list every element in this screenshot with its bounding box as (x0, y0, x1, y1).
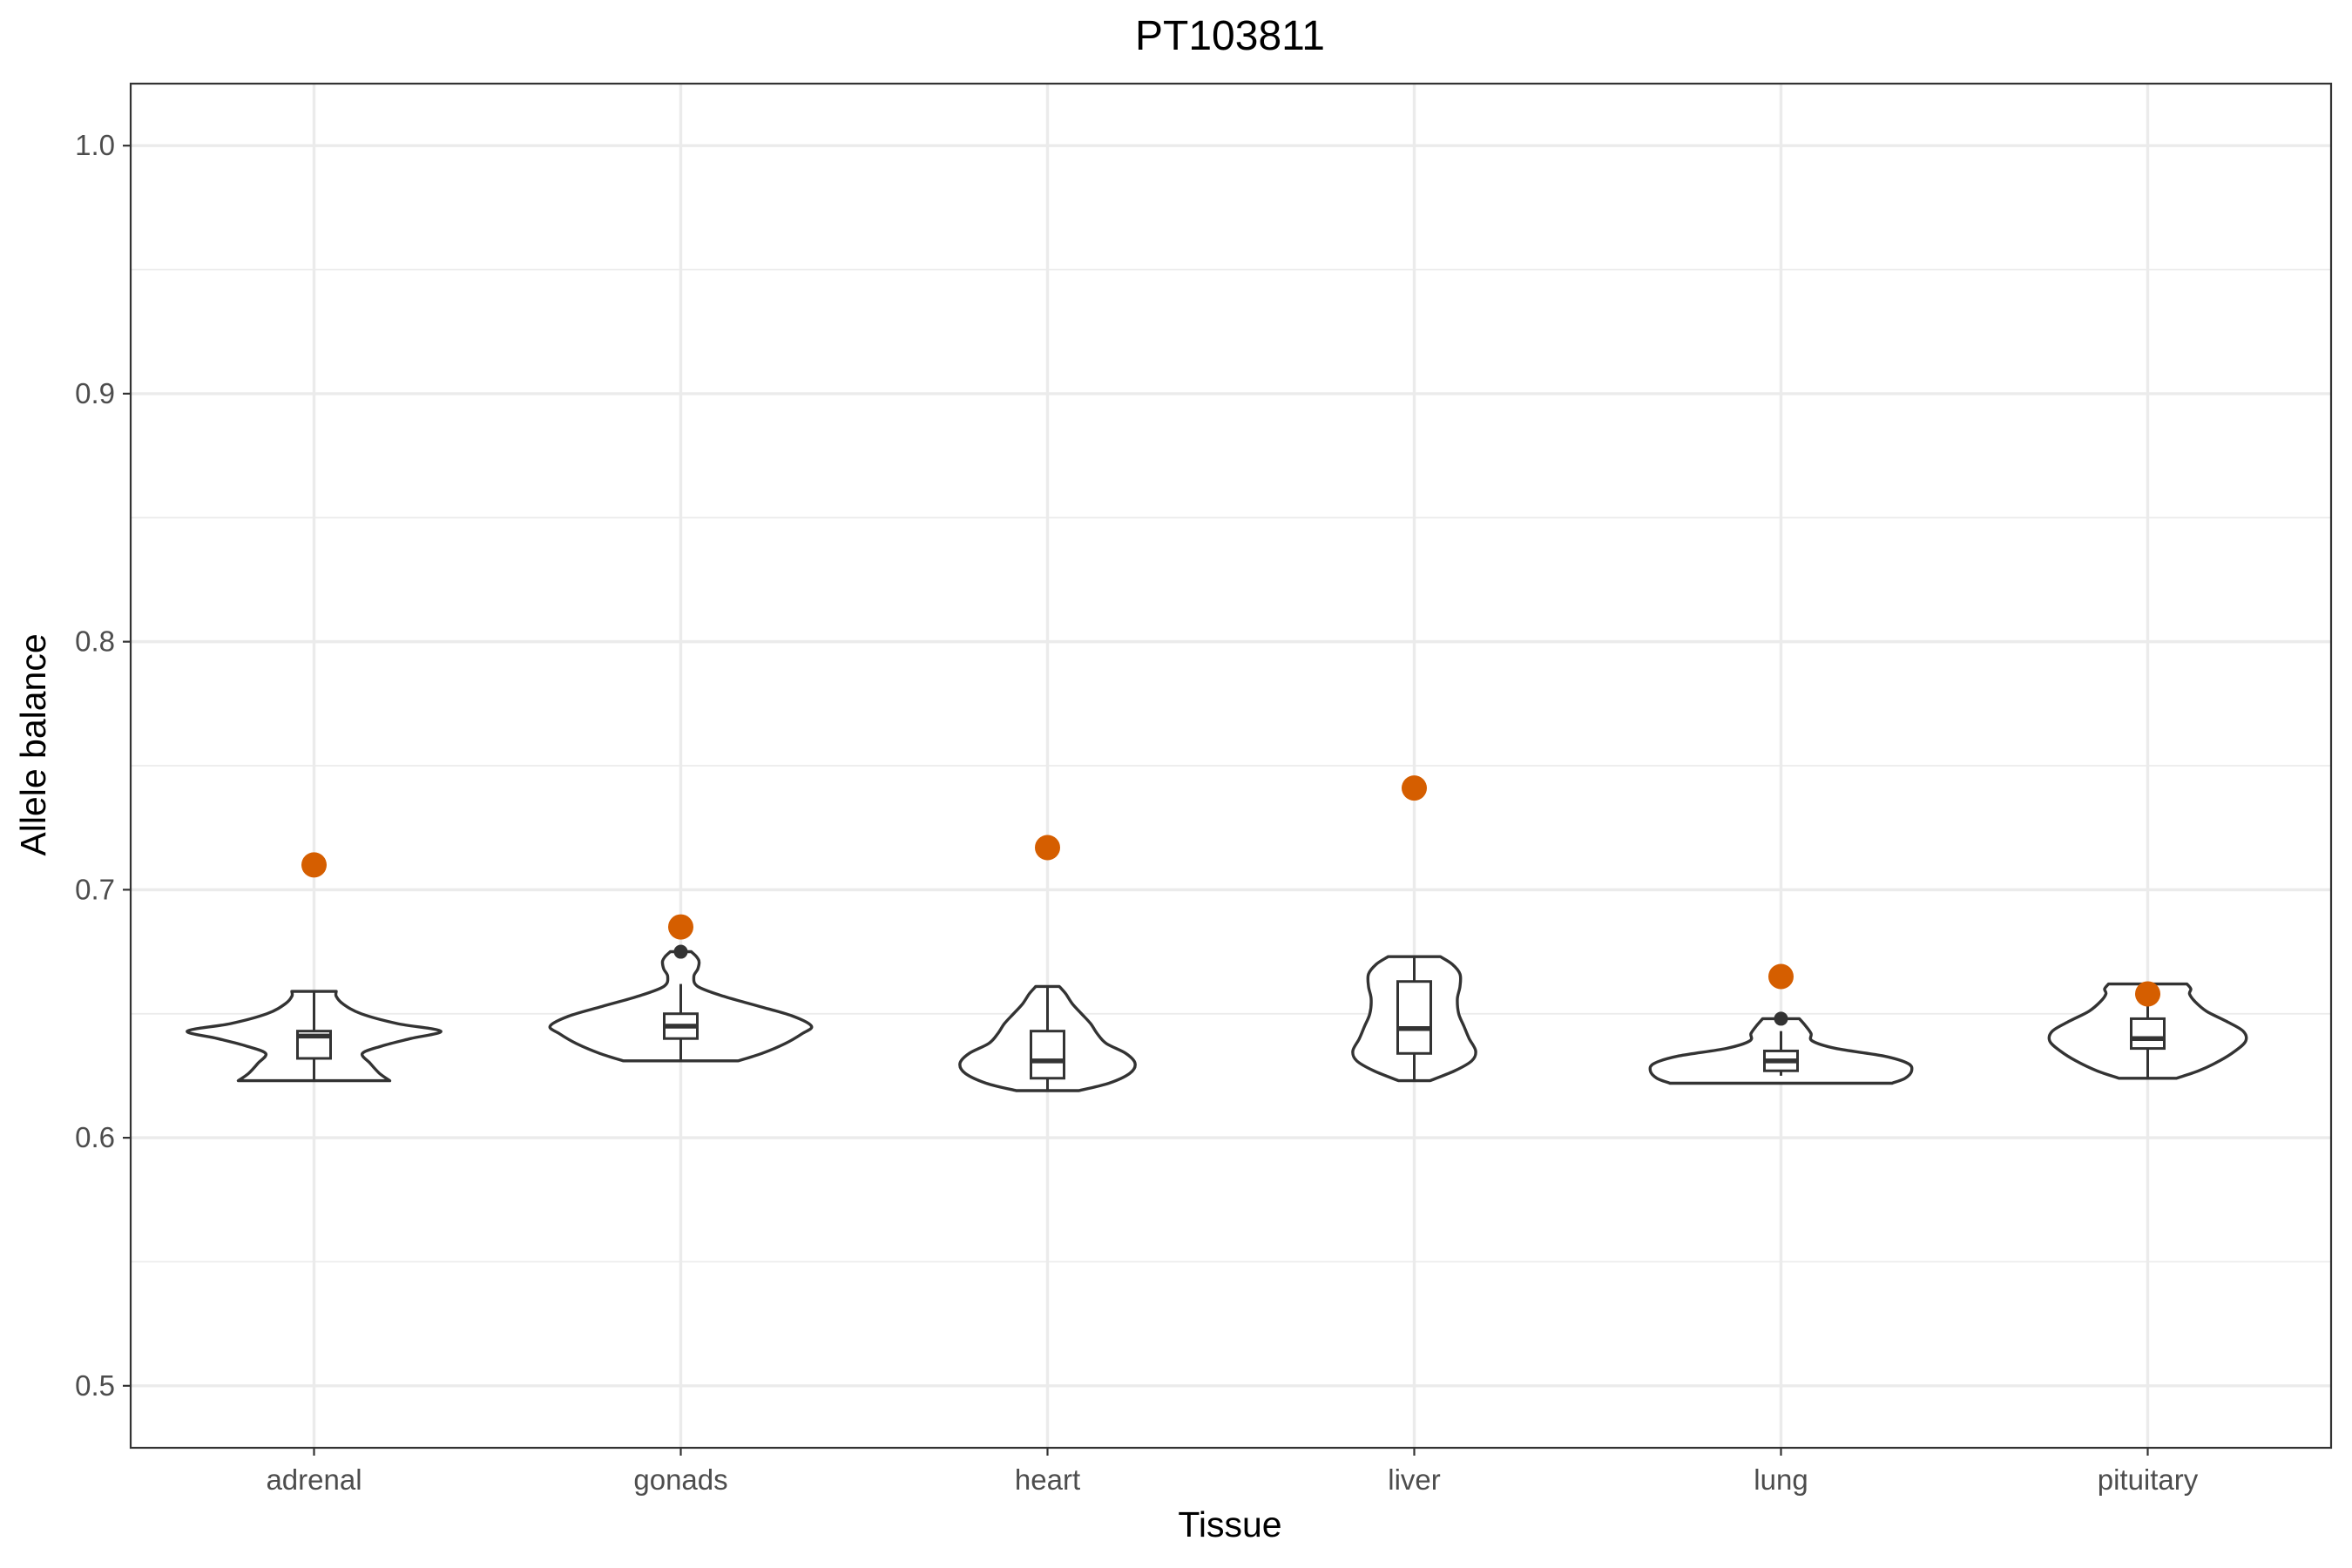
chart-title: PT103811 (1135, 13, 1325, 59)
y-tick-label: 0.9 (75, 377, 115, 409)
focal-point-liver (1402, 775, 1427, 801)
focal-point-gonads (668, 914, 693, 940)
box-heart (1030, 1030, 1065, 1080)
y-tick-label: 0.5 (75, 1369, 115, 1402)
y-axis-ticks: 0.5 0.6 0.7 0.8 0.9 1.0 (75, 129, 131, 1402)
panel-border (129, 82, 2333, 1450)
focal-points (301, 775, 2160, 1007)
outlier-lung (1774, 1011, 1788, 1026)
focal-point-pituitary (2135, 981, 2160, 1007)
y-tick-label: 0.8 (75, 625, 115, 658)
x-axis-title: Tissue (1178, 1504, 1281, 1544)
x-tick-label: lung (1754, 1463, 1808, 1496)
x-tick-label: liver (1388, 1463, 1441, 1496)
y-tick-label: 0.6 (75, 1121, 115, 1153)
box-liver (1396, 980, 1432, 1055)
y-tick-label: 0.7 (75, 873, 115, 905)
x-tick-label: adrenal (266, 1463, 362, 1496)
x-axis-ticks: adrenal gonads heart liver lung pituitary (266, 1448, 2199, 1496)
outlier-gonads (673, 944, 688, 959)
grid-lines (131, 84, 2331, 1448)
y-tick-label: 1.0 (75, 129, 115, 161)
focal-point-lung (1768, 963, 1794, 990)
boxplots (296, 944, 2166, 1091)
x-tick-label: gonads (633, 1463, 727, 1496)
x-tick-label: heart (1015, 1463, 1080, 1496)
box-pituitary (2130, 1017, 2166, 1051)
y-axis-title: Allele balance (13, 633, 53, 855)
focal-point-heart (1035, 835, 1060, 861)
x-tick-label: pituitary (2098, 1463, 2199, 1496)
focal-point-adrenal (301, 852, 327, 878)
